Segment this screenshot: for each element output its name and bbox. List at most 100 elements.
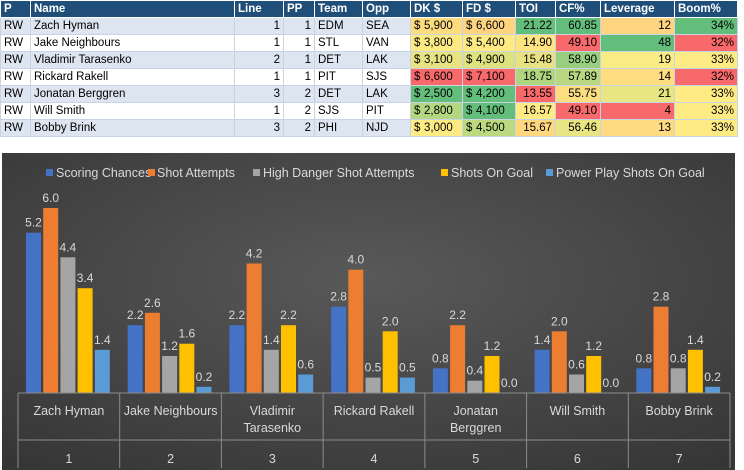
- cell-cf: 57.89: [555, 68, 601, 86]
- cell-team: DET: [314, 85, 363, 103]
- data-label: 4.0: [347, 253, 364, 267]
- cell-p: RW: [0, 119, 31, 137]
- legend-swatch: [441, 169, 448, 176]
- cell-fd: $7,100: [462, 68, 516, 86]
- bar: [705, 386, 721, 393]
- column-header[interactable]: Opp: [362, 0, 411, 18]
- cell-name: Rickard Rakell: [30, 68, 235, 86]
- data-label: 4.2: [246, 247, 263, 261]
- money-value: 3,000: [424, 122, 453, 134]
- cell-fd: $5,400: [462, 34, 516, 52]
- data-label: 0.6: [568, 358, 585, 372]
- data-label: 0.8: [670, 351, 687, 365]
- cell-p: RW: [0, 68, 31, 86]
- cell-line: 1: [234, 68, 284, 86]
- bar: [60, 257, 76, 393]
- bar: [382, 331, 398, 393]
- bar: [636, 368, 652, 393]
- bar: [569, 374, 584, 393]
- currency-symbol: $: [466, 20, 473, 32]
- cell-team: PHI: [314, 119, 363, 137]
- money-value: 5,400: [476, 37, 505, 49]
- data-label: 2.2: [127, 308, 144, 322]
- currency-symbol: $: [414, 20, 421, 32]
- data-label: 2.0: [551, 314, 568, 328]
- bar: [127, 325, 143, 393]
- money-value: 2,800: [424, 105, 453, 117]
- legend-swatch: [546, 169, 553, 176]
- cell-name: Jake Neighbours: [30, 34, 235, 52]
- column-header[interactable]: DK $: [410, 0, 463, 18]
- table-row[interactable]: RW Vladimir Tarasenko 2 1 DET LAK $3,100 $4,900…: [0, 51, 738, 69]
- legend-label: Scoring Chances: [56, 166, 151, 180]
- column-header[interactable]: Boom%: [674, 0, 738, 18]
- bar: [246, 263, 262, 393]
- bar: [586, 356, 602, 393]
- data-label: 2.8: [653, 290, 670, 304]
- data-label: 0.2: [196, 370, 213, 384]
- table-row[interactable]: RW Bobby Brink 3 2 PHI NJD $3,000 $4,500 15.67 56…: [0, 119, 738, 137]
- cell-boom: 32%: [674, 68, 738, 86]
- data-label: 1.4: [94, 333, 111, 347]
- cell-opp: VAN: [362, 34, 411, 52]
- money-value: 6,600: [476, 20, 505, 32]
- cell-name: Jonatan Berggren: [30, 85, 235, 103]
- player-table: P Name Line PP Team Opp DK $ FD $ TOI CF…: [0, 0, 738, 137]
- data-label: 0.4: [466, 364, 483, 378]
- currency-symbol: $: [414, 105, 421, 117]
- currency-symbol: $: [466, 122, 473, 134]
- table-row[interactable]: RW Rickard Rakell 1 1 PIT SJS $6,600 $7,100 18.7…: [0, 68, 738, 86]
- cell-pp: 2: [283, 119, 315, 137]
- column-header[interactable]: Name: [30, 0, 235, 18]
- currency-symbol: $: [466, 71, 473, 83]
- cell-pp: 1: [283, 51, 315, 69]
- cell-team: EDM: [314, 17, 363, 35]
- column-header[interactable]: Team: [314, 0, 363, 18]
- currency-symbol: $: [414, 54, 421, 66]
- table-row[interactable]: RW Jake Neighbours 1 1 STL VAN $3,800 $5,400 14.…: [0, 34, 738, 52]
- column-header[interactable]: P: [0, 0, 31, 18]
- cell-dk: $3,000: [410, 119, 463, 137]
- table-row[interactable]: RW Jonatan Berggren 3 2 DET LAK $2,500 $4,200 13…: [0, 85, 738, 103]
- bar: [670, 368, 686, 393]
- legend-label: High Danger Shot Attempts: [263, 166, 414, 180]
- bar: [653, 306, 669, 393]
- currency-symbol: $: [466, 54, 473, 66]
- legend-label: Shots On Goal: [451, 166, 533, 180]
- player-table-container: P Name Line PP Team Opp DK $ FD $ TOI CF…: [0, 0, 744, 137]
- cell-leverage: 48: [600, 34, 675, 52]
- bar: [298, 374, 314, 393]
- category-label: Zach Hyman: [33, 404, 104, 418]
- cell-line: 1: [234, 17, 284, 35]
- column-header[interactable]: CF%: [555, 0, 601, 18]
- data-label: 0.0: [501, 376, 518, 390]
- category-label: Rickard Rakell: [334, 404, 415, 418]
- data-label: 1.2: [585, 339, 602, 353]
- table-row[interactable]: RW Zach Hyman 1 1 EDM SEA $5,900 $6,600 21.22 60.…: [0, 17, 738, 35]
- data-label: 0.8: [635, 351, 652, 365]
- bar: [331, 306, 347, 393]
- table-row[interactable]: RW Will Smith 1 2 SJS PIT $2,800 $4,100 16.57 49.…: [0, 102, 738, 120]
- cell-opp: LAK: [362, 85, 411, 103]
- bar: [263, 349, 279, 393]
- column-header[interactable]: FD $: [462, 0, 516, 18]
- bar: [467, 380, 483, 393]
- cell-opp: SJS: [362, 68, 411, 86]
- data-label: 2.2: [280, 308, 297, 322]
- data-label: 0.6: [297, 358, 314, 372]
- category-index: 6: [574, 452, 581, 466]
- category-index: 5: [472, 452, 479, 466]
- data-label: 3.4: [77, 271, 94, 285]
- data-label: 1.4: [534, 333, 551, 347]
- column-header[interactable]: Leverage: [600, 0, 675, 18]
- cell-p: RW: [0, 17, 31, 35]
- data-label: 0.5: [365, 361, 382, 375]
- bar: [26, 232, 41, 393]
- cell-cf: 49.10: [555, 34, 601, 52]
- bar: [551, 331, 567, 393]
- data-label: 1.4: [687, 333, 704, 347]
- column-header[interactable]: PP: [283, 0, 315, 18]
- column-header[interactable]: TOI: [515, 0, 556, 18]
- bar-chart: Scoring Chances Shot Attempts High Danger …: [2, 153, 735, 470]
- column-header[interactable]: Line: [234, 0, 284, 18]
